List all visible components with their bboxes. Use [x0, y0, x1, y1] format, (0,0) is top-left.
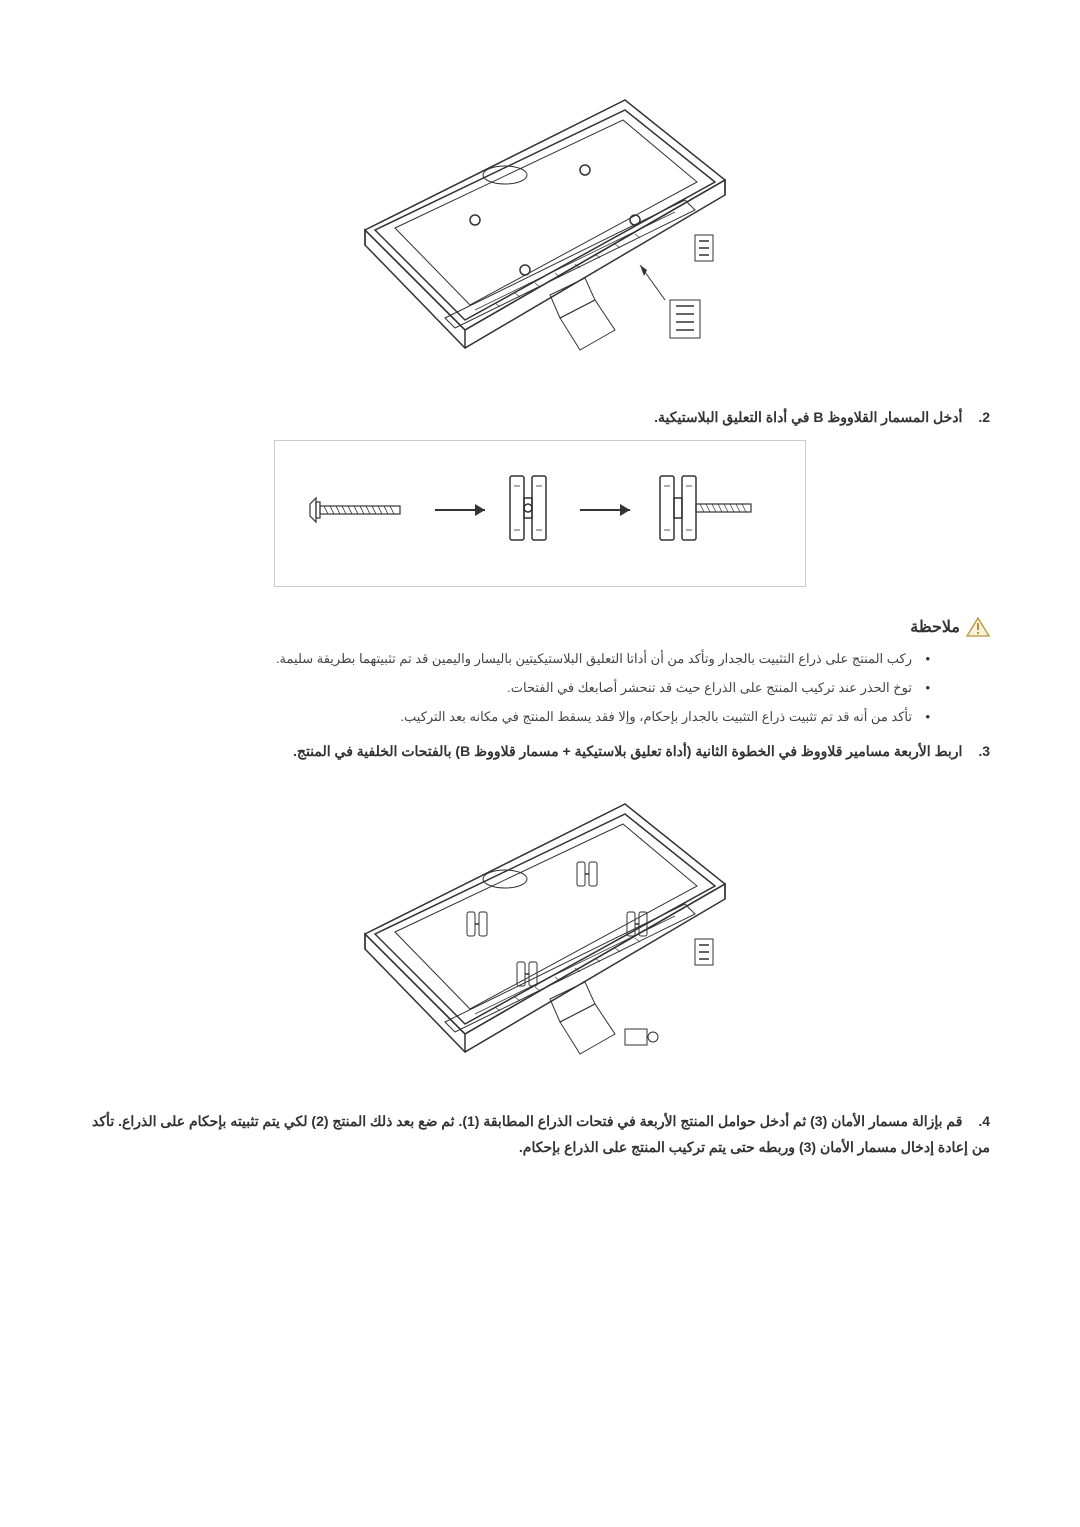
note-label: ملاحظة — [910, 617, 960, 637]
step-3: 3. اربط الأربعة مسامير قلاووظ في الخطوة … — [90, 739, 990, 764]
note-item: ركب المنتج على ذراع التثبيت بالجدار وتأك… — [110, 647, 930, 672]
caution-icon — [966, 617, 990, 637]
figure-3-wrap — [90, 774, 990, 1089]
figure-1-wrap — [90, 70, 990, 385]
figure-3 — [325, 774, 755, 1089]
step-3-text: اربط الأربعة مسامير قلاووظ في الخطوة الث… — [293, 743, 962, 759]
note-heading: ملاحظة — [90, 617, 990, 637]
step-2: 2. أدخل المسمار القلاووظ B في أداة التعل… — [90, 405, 990, 430]
step-2-text: أدخل المسمار القلاووظ B في أداة التعليق … — [654, 409, 962, 425]
step-3-num: 3. — [978, 739, 990, 764]
note-list: ركب المنتج على ذراع التثبيت بالجدار وتأك… — [110, 647, 930, 729]
note-item: توخ الحذر عند تركيب المنتج على الذراع حي… — [110, 676, 930, 701]
step-4-num: 4. — [978, 1109, 990, 1134]
note-item: تأكد من أنه قد تم تثبيت ذراع التثبيت بال… — [110, 705, 930, 730]
step-2-num: 2. — [978, 405, 990, 430]
step-4-text: قم بإزالة مسمار الأمان (3) ثم أدخل حوامل… — [92, 1113, 990, 1154]
figure-2-wrap — [90, 440, 990, 587]
figure-2 — [274, 440, 806, 587]
step-4: 4. قم بإزالة مسمار الأمان (3) ثم أدخل حو… — [90, 1109, 990, 1159]
figure-1 — [325, 70, 755, 385]
